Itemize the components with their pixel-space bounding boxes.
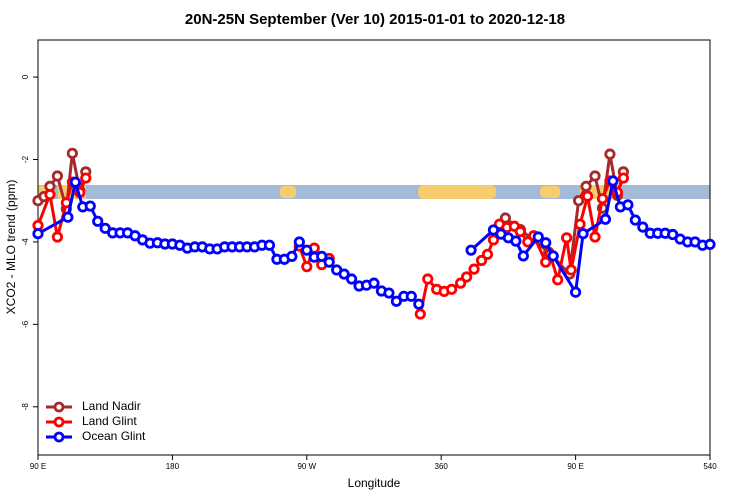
y-tick-label: 0 bbox=[21, 74, 30, 79]
x-tick-label: 90 E bbox=[30, 462, 46, 471]
land-patch bbox=[540, 186, 560, 198]
data-point bbox=[286, 250, 298, 262]
y-tick-label: -2 bbox=[21, 155, 30, 163]
legend-marker bbox=[53, 416, 65, 428]
data-point bbox=[637, 221, 649, 233]
data-point bbox=[413, 298, 425, 310]
data-point bbox=[572, 195, 585, 207]
land-patch bbox=[280, 186, 296, 198]
data-point bbox=[581, 190, 594, 202]
data-point bbox=[617, 172, 629, 184]
data-point bbox=[547, 250, 559, 262]
data-point bbox=[565, 264, 577, 276]
data-point bbox=[323, 256, 335, 268]
plot-area: 90 E 180 90 W 360 90 E 540 0 -2 -4 -6 -8 Land Nadir… bbox=[21, 74, 717, 471]
data-point bbox=[589, 231, 601, 243]
x-tick-label: 90 E bbox=[567, 462, 583, 471]
data-point bbox=[301, 244, 313, 256]
legend-label: Ocean Glint bbox=[82, 429, 146, 443]
data-point bbox=[316, 250, 328, 262]
chart-title: 20N-25N September (Ver 10) 2015-01-01 to… bbox=[185, 11, 565, 28]
data-point bbox=[540, 237, 552, 249]
data-point bbox=[69, 176, 81, 188]
data-point bbox=[390, 295, 402, 307]
data-point bbox=[66, 147, 78, 159]
data-point bbox=[532, 231, 544, 243]
x-tick-label: 540 bbox=[703, 462, 717, 471]
y-tick-label: -6 bbox=[21, 320, 30, 328]
data-point bbox=[468, 263, 480, 275]
data-point bbox=[580, 180, 592, 192]
y-tick-label: -4 bbox=[21, 238, 30, 246]
data-point bbox=[607, 175, 619, 187]
data-point bbox=[301, 261, 313, 273]
data-point bbox=[338, 268, 350, 280]
legend-label: Land Glint bbox=[82, 414, 137, 428]
data-point bbox=[704, 238, 716, 251]
data-point bbox=[84, 200, 96, 212]
data-point bbox=[44, 188, 56, 201]
data-point bbox=[383, 287, 395, 299]
x-axis-label: Longitude bbox=[348, 476, 401, 490]
x-tick-label: 360 bbox=[435, 462, 449, 471]
data-point bbox=[561, 232, 573, 244]
land-patch bbox=[418, 185, 496, 199]
legend-marker bbox=[53, 401, 65, 413]
data-point bbox=[514, 226, 526, 238]
data-point bbox=[510, 235, 522, 247]
data-point bbox=[345, 273, 358, 285]
legend-marker bbox=[53, 431, 65, 443]
data-point bbox=[574, 218, 586, 230]
data-point bbox=[92, 215, 104, 227]
data-point bbox=[604, 148, 616, 160]
data-point bbox=[51, 170, 64, 182]
y-tick-label: -8 bbox=[21, 403, 30, 411]
data-point bbox=[517, 250, 529, 262]
data-point bbox=[368, 277, 380, 289]
data-point bbox=[475, 254, 488, 267]
data-point bbox=[32, 228, 44, 240]
data-point bbox=[455, 277, 467, 289]
data-point bbox=[552, 274, 564, 286]
data-point bbox=[540, 256, 552, 268]
data-point bbox=[51, 231, 64, 243]
data-point bbox=[293, 236, 305, 248]
x-tick-label: 180 bbox=[166, 462, 180, 471]
data-point bbox=[522, 236, 534, 248]
legend-label: Land Nadir bbox=[82, 399, 141, 413]
data-point bbox=[599, 213, 612, 225]
data-point bbox=[622, 199, 634, 211]
data-point bbox=[263, 239, 276, 251]
data-point bbox=[577, 228, 589, 240]
data-point bbox=[422, 273, 434, 285]
data-point bbox=[589, 170, 601, 182]
data-point bbox=[487, 234, 500, 246]
y-axis-label: XCO2 - MLO trend (ppm) bbox=[4, 180, 18, 315]
data-point bbox=[405, 290, 417, 302]
data-point bbox=[481, 248, 494, 260]
data-point bbox=[629, 214, 641, 226]
data-point bbox=[414, 308, 426, 320]
data-point bbox=[465, 244, 477, 256]
data-point bbox=[62, 211, 74, 223]
data-point bbox=[446, 283, 458, 295]
data-point bbox=[80, 172, 92, 184]
x-tick-label: 90 W bbox=[297, 462, 316, 471]
data-point bbox=[569, 286, 582, 298]
data-point bbox=[596, 193, 609, 205]
data-point bbox=[460, 271, 473, 283]
